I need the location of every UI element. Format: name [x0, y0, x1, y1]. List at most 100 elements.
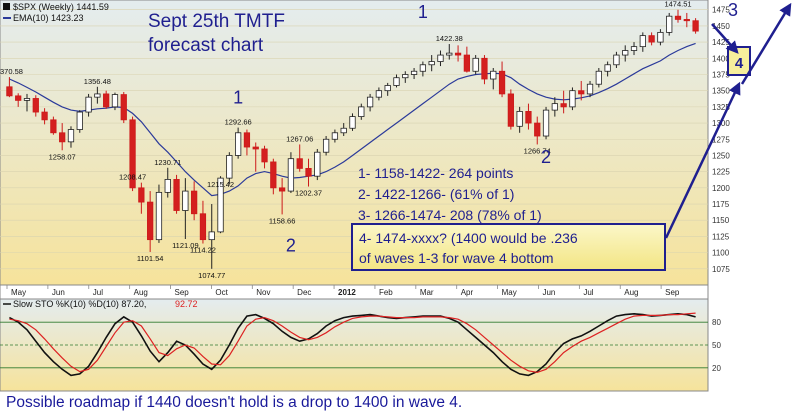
price-data-label: 1074.77 — [198, 271, 225, 280]
price-y-tick-label: 1125 — [712, 232, 730, 241]
candle — [305, 158, 312, 187]
candle-body — [164, 179, 171, 193]
candle-body — [120, 94, 127, 121]
note-line-2: 2- 1422-1266- (61% of 1) — [358, 186, 514, 202]
price-label-layer: 1370.58 1258.07 1356.48 1230.71 1208.47 1121.… — [0, 0, 692, 280]
price-data-label: 1121.09 — [172, 241, 199, 250]
x-axis-label: 2012 — [338, 288, 356, 297]
candle-body — [586, 83, 594, 95]
candle — [551, 97, 558, 117]
candle — [235, 127, 242, 159]
candle — [94, 86, 101, 104]
candle — [419, 61, 427, 77]
candle — [6, 77, 13, 98]
price-data-label: 1158.66 — [269, 216, 296, 225]
price-y-tick-label: 1150 — [712, 216, 730, 225]
wave-label: 2 — [286, 235, 296, 255]
candle-body — [243, 132, 251, 148]
candle-body — [419, 64, 427, 72]
candle-body — [498, 70, 506, 95]
candle — [243, 129, 251, 156]
wave4-note-box-frame — [351, 223, 666, 271]
candle-body — [674, 15, 682, 20]
candle-body — [199, 213, 207, 241]
x-axis-label: Oct — [215, 288, 228, 297]
price-data-label: 1208.47 — [119, 173, 146, 182]
candle — [674, 9, 682, 23]
candle-body — [578, 90, 585, 95]
candle-body — [507, 93, 514, 127]
candle-body — [208, 231, 215, 241]
candle-body — [217, 177, 224, 233]
candle-body — [481, 57, 488, 80]
price-y-tick-label: 1200 — [712, 184, 730, 193]
price-y-tick-label: 1425 — [712, 38, 730, 47]
x-axis-label: Aug — [134, 288, 148, 297]
wave4-note-box: 4- 1474-xxxx? (1400 would be .236 of wav… — [351, 223, 666, 271]
candle — [463, 46, 470, 73]
candle — [270, 158, 277, 195]
candle-body — [322, 138, 330, 153]
price-data-label: 1258.07 — [49, 152, 76, 161]
candle-body — [516, 111, 523, 127]
candle — [595, 68, 602, 88]
candle-body — [155, 191, 163, 241]
arrow-wave4-to-wave5 — [740, 2, 792, 85]
wave-label: 3 — [728, 0, 738, 20]
candle-body — [278, 187, 286, 192]
arrow-to-wave4 — [711, 23, 739, 54]
x-axis-label: Jun — [52, 288, 65, 297]
candle — [252, 142, 259, 172]
candle-body — [226, 155, 233, 179]
candle-body — [182, 190, 189, 211]
price-data-label: 1101.54 — [137, 254, 164, 263]
candle — [410, 68, 418, 80]
candle — [155, 184, 163, 243]
candle — [199, 200, 207, 244]
candle-body — [410, 70, 418, 75]
legend-symbol-swatch — [3, 3, 10, 10]
candle-body — [542, 109, 550, 137]
price-data-label: 1215.42 — [207, 180, 234, 189]
candle-body — [402, 74, 409, 79]
candle-body — [331, 132, 339, 140]
candle — [15, 93, 22, 107]
candle — [358, 103, 365, 120]
price-y-tick-label: 1375 — [712, 70, 730, 79]
candle — [639, 32, 646, 52]
price-y-tick-label: 1325 — [712, 103, 730, 112]
candle — [446, 44, 453, 60]
candle — [692, 18, 699, 34]
candle — [147, 191, 154, 252]
candle — [428, 55, 435, 72]
box-note-line-2: of waves 1-3 for wave 4 bottom — [359, 250, 554, 266]
candle — [542, 106, 550, 140]
candle — [67, 126, 75, 148]
candle — [261, 145, 268, 169]
x-axis-label: Nov — [256, 288, 270, 297]
candle — [226, 152, 233, 185]
stochastic-legend: Slow STO %K(10) %D(10) 87.20, 92.72 — [3, 299, 198, 309]
candle — [578, 80, 585, 101]
candle — [622, 45, 629, 62]
candle-body — [76, 111, 83, 130]
price-data-label: 1267.06 — [286, 134, 313, 143]
candle — [59, 123, 66, 151]
candle — [50, 116, 57, 135]
price-legend: $SPX (Weekly) 1441.59 EMA(10) 1423.23 — [3, 2, 109, 23]
candle — [375, 87, 383, 101]
candle-body — [15, 95, 22, 101]
candle — [349, 113, 356, 131]
candle — [287, 152, 295, 194]
candle — [472, 55, 479, 75]
candle — [604, 61, 611, 77]
candle-body — [147, 201, 154, 241]
candle-body — [23, 98, 31, 101]
candle-body — [560, 103, 567, 108]
candle — [164, 167, 171, 198]
candle-body — [666, 15, 673, 33]
wave-label: 1 — [233, 88, 243, 108]
x-axis-label: Mar — [420, 288, 434, 297]
candle-body — [103, 93, 110, 108]
